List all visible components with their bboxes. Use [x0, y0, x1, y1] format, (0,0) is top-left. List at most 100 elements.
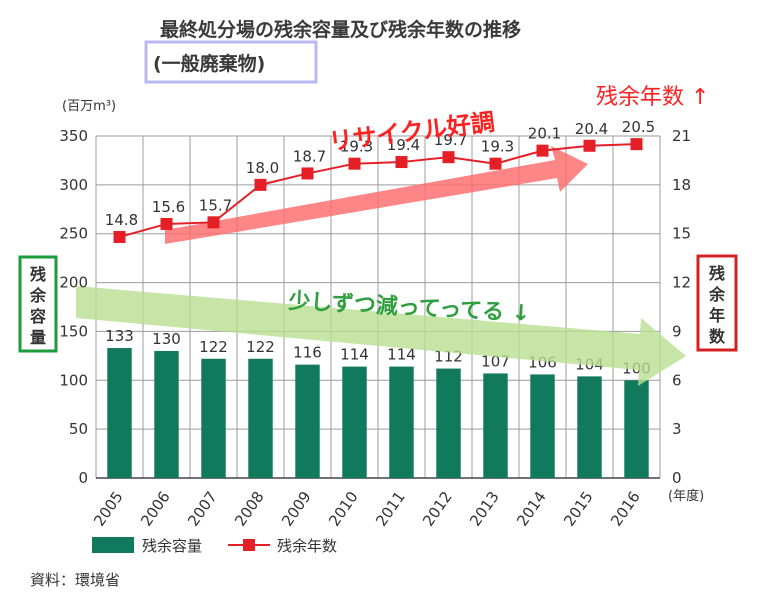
line-point — [583, 139, 596, 152]
line-point — [160, 217, 173, 230]
bar — [436, 368, 461, 478]
x-tick-label: 2007 — [184, 488, 221, 530]
bar-series: 133130122122116114114112107106104100 — [105, 327, 651, 478]
box-char: 余 — [29, 286, 47, 305]
bar — [624, 380, 649, 478]
line-value-label: 18.0 — [246, 159, 279, 177]
line-point — [395, 156, 408, 169]
right-axis-box-text: 残余年数 — [708, 264, 726, 346]
bar-value-label: 133 — [105, 327, 134, 345]
bar-value-label: 130 — [152, 330, 181, 348]
left-tick-label: 350 — [59, 127, 88, 145]
box-char: 数 — [709, 327, 726, 346]
green-arrow — [76, 286, 686, 386]
box-char: 余 — [708, 285, 726, 304]
bar — [483, 373, 508, 478]
line-point — [489, 157, 502, 170]
line-value-label: 15.7 — [199, 196, 232, 214]
bar-value-label: 116 — [293, 344, 322, 362]
right-tick-label: 9 — [672, 322, 682, 340]
left-axis-unit: (百万m³) — [62, 99, 116, 114]
x-tick-label: 2009 — [278, 488, 315, 530]
bar — [107, 348, 132, 478]
right-tick-label: 18 — [672, 176, 691, 194]
annotation-arrows — [76, 146, 686, 386]
box-char: 量 — [30, 328, 46, 347]
subtitle-box — [144, 40, 318, 84]
chart-subtitle: (一般廃棄物) — [153, 52, 265, 75]
source-note: 資料：環境省 — [30, 571, 120, 589]
x-tick-label: 2006 — [137, 488, 174, 530]
box-char: 年 — [709, 306, 725, 325]
line-path — [119, 143, 637, 238]
box-char: 容 — [29, 307, 46, 326]
line-point — [207, 216, 220, 229]
line-value-label: 19.4 — [387, 136, 420, 154]
line-value-label: 18.7 — [293, 147, 326, 165]
legend-bar-swatch — [92, 537, 134, 553]
line-point — [536, 144, 549, 157]
legend-line-marker — [243, 539, 255, 551]
bar — [295, 364, 320, 478]
bar — [342, 366, 367, 478]
x-tick-label: 2013 — [466, 488, 503, 530]
bar — [577, 376, 602, 478]
years-up-annotation: 残余年数 ↑ — [596, 85, 709, 110]
x-tick-label: 2014 — [513, 488, 550, 530]
x-axis-unit: (年度) — [668, 488, 704, 504]
box-char: 残 — [709, 264, 725, 283]
x-tick-label: 2016 — [607, 488, 644, 530]
line-point — [254, 178, 267, 191]
red-arrow — [165, 146, 588, 244]
line-point — [442, 151, 455, 164]
bar-value-label: 114 — [340, 346, 369, 364]
left-axis-box-text: 残余容量 — [29, 265, 47, 347]
line-value-label: 19.3 — [481, 138, 514, 156]
line-value-label: 19.7 — [434, 131, 467, 149]
line-value-label: 20.4 — [575, 120, 608, 138]
left-tick-label: 150 — [59, 322, 88, 340]
right-tick-label: 15 — [672, 225, 691, 243]
line-value-label: 19.3 — [340, 138, 373, 156]
bar-value-label: 122 — [246, 338, 275, 356]
x-tick-label: 2011 — [372, 488, 409, 530]
line-value-label: 20.5 — [622, 118, 655, 136]
legend-bar-label: 残余容量 — [142, 537, 202, 555]
line-point — [301, 167, 314, 180]
line-value-label: 14.8 — [105, 211, 138, 229]
legend: 残余容量 残余年数 — [92, 537, 337, 555]
bar-value-label: 122 — [199, 338, 228, 356]
x-tick-label: 2008 — [231, 488, 268, 530]
right-tick-label: 21 — [672, 127, 691, 145]
chart-title: 最終処分場の残余容量及び残余年数の推移 — [160, 18, 521, 41]
x-tick-label: 2012 — [419, 488, 456, 530]
line-point — [348, 157, 361, 170]
left-tick-label: 50 — [69, 420, 88, 438]
right-tick-label: 6 — [672, 371, 682, 389]
line-point — [630, 138, 643, 151]
line-series: 14.8 15.6 15.7 18.0 18.7 19.3 19.4 19.7 19.3 20.1… — [105, 118, 655, 243]
left-tick-label: 200 — [59, 274, 88, 292]
line-value-label: 20.1 — [528, 125, 561, 143]
right-axis-box — [696, 254, 738, 352]
right-tick-label: 3 — [672, 420, 682, 438]
left-axis-box — [18, 255, 58, 353]
bar — [530, 374, 555, 478]
bar — [389, 366, 414, 478]
bar — [201, 358, 226, 478]
x-tick-label: 2005 — [90, 488, 127, 530]
right-tick-label: 12 — [672, 274, 691, 292]
box-char: 残 — [30, 265, 46, 284]
left-tick-label: 250 — [59, 225, 88, 243]
x-tick-label: 2015 — [560, 488, 597, 530]
bar-value-label: 114 — [387, 346, 416, 364]
left-tick-label: 0 — [78, 469, 88, 487]
x-tick-label: 2010 — [325, 488, 362, 530]
legend-line-label: 残余年数 — [277, 537, 337, 555]
line-point — [113, 230, 126, 243]
bar — [154, 350, 179, 478]
right-tick-label: 0 — [672, 469, 682, 487]
line-value-label: 15.6 — [152, 198, 185, 216]
bar — [248, 358, 273, 478]
